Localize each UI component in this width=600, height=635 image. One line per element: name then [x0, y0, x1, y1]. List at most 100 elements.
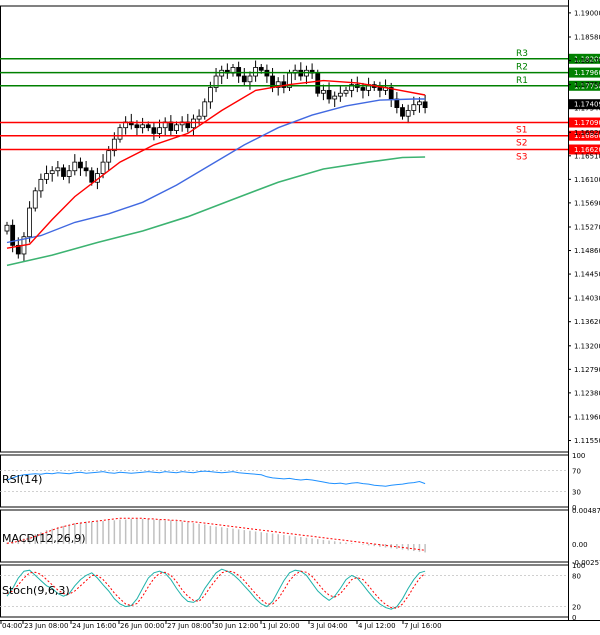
level-price-label: 1.16620 — [574, 146, 600, 154]
rsi-tick-label: 70 — [572, 468, 581, 476]
candle-body — [32, 190, 38, 209]
stoch-panel: Stoch(9,6,3) 100 80 20 0 — [0, 562, 585, 622]
candle-body — [349, 84, 355, 91]
candle-body — [417, 101, 422, 106]
rsi-panel: RSI(14) 100 70 30 0 — [0, 452, 585, 512]
time-tick-label: 4 Jul 12:00 — [358, 622, 396, 630]
macd-signal-line — [6, 517, 426, 551]
rsi-tick-label: 30 — [572, 488, 581, 496]
candle-body — [157, 127, 162, 134]
candle-body — [55, 167, 61, 172]
price-tick-label: 1.14450 — [574, 271, 600, 279]
candle-body — [332, 95, 338, 100]
candle-body — [151, 127, 157, 134]
price-tick-label: 1.18580 — [574, 33, 600, 41]
candle-body — [405, 110, 411, 117]
candle-body — [66, 170, 72, 177]
rsi-tick-label: 0 — [572, 504, 576, 512]
candle-body — [400, 107, 405, 117]
candle-body — [253, 67, 259, 77]
level-name-s2: S2 — [516, 139, 527, 149]
current-price-tag — [569, 99, 600, 110]
candle-body — [89, 170, 95, 183]
candle-body — [61, 167, 66, 177]
level-price-label: 1.16860 — [574, 132, 600, 140]
level-name-r2: R2 — [516, 63, 528, 73]
candle-body — [241, 75, 247, 83]
candle-body — [207, 87, 213, 103]
moving-averages — [6, 79, 426, 267]
time-tick-label: 7 Jul 16:00 — [404, 622, 442, 630]
price-tick-label: 1.18170 — [574, 57, 600, 65]
candle-body — [202, 101, 208, 117]
price-tick-label: 1.17750 — [574, 81, 600, 89]
time-tick-label: 3 Jul 04:00 — [310, 622, 348, 630]
candle-body — [315, 72, 321, 94]
level-price-tag — [569, 117, 600, 128]
rsi-title: RSI(14) — [2, 473, 42, 486]
stoch-tick-label: 100 — [572, 562, 585, 570]
price-tick-label: 1.16510 — [574, 152, 600, 160]
candle-body — [38, 178, 44, 192]
candle-body — [411, 104, 417, 111]
time-tick-label: 1 Jul 20:00 — [262, 622, 300, 630]
price-tick-label: 1.19000 — [574, 9, 600, 17]
stoch-tick-label: 80 — [572, 572, 581, 580]
candle-body — [174, 124, 179, 131]
candle-body — [117, 127, 123, 140]
time-tick-label: 26 Jun 00:00 — [120, 622, 164, 630]
candle-body — [100, 161, 106, 175]
level-price-tag — [569, 80, 600, 91]
current-price-label: 1.17409 — [574, 101, 600, 109]
level-name-r1: R1 — [516, 76, 528, 86]
candle-body — [106, 150, 112, 163]
level-price-tag — [569, 53, 600, 64]
grid-layer — [0, 0, 600, 621]
stoch-title: Stoch(9,6,3) — [2, 584, 70, 597]
macd-title: MACD(12,26,9) — [2, 532, 86, 545]
level-name-s3: S3 — [516, 153, 527, 163]
time-tick-label: 23 Jun 08:00 — [24, 622, 68, 630]
level-price-tag — [569, 130, 600, 141]
stoch-tick-label: 0 — [572, 614, 576, 622]
price-tick-label: 1.16920 — [574, 129, 600, 137]
candle-body — [4, 224, 10, 232]
candle-body — [236, 67, 242, 77]
price-panel — [4, 60, 428, 263]
rsi-tick-label: 100 — [572, 452, 585, 460]
price-tick-label: 1.13200 — [574, 342, 600, 350]
price-tick-label: 1.12380 — [574, 389, 600, 397]
price-tick-label: 1.12790 — [574, 366, 600, 374]
candle-body — [44, 173, 49, 180]
price-tick-label: 1.14030 — [574, 295, 600, 303]
price-tick-label: 1.16100 — [574, 176, 600, 184]
macd-panel: MACD(12,26,9) 0.00487 0.00 -0.002573 — [2, 507, 600, 567]
candle-body — [145, 124, 151, 129]
candle-body — [196, 115, 202, 120]
stoch-main-line — [6, 568, 426, 610]
level-price-label: 1.17960 — [574, 69, 600, 77]
candle-body — [49, 170, 55, 175]
stoch-tick-label: 20 — [572, 604, 581, 612]
level-price-label: 1.17730 — [574, 82, 600, 90]
sma-slow-line — [6, 156, 426, 267]
candle-body — [320, 89, 326, 94]
candle-body — [326, 89, 332, 100]
time-tick-label: 04:00 — [2, 622, 22, 630]
macd-tick-label: 0.00487 — [572, 507, 600, 515]
candle-body — [247, 75, 253, 83]
candle-body — [258, 67, 264, 71]
axes: 1.190001.185801.181701.177501.173401.169… — [0, 9, 600, 630]
price-tick-label: 1.15690 — [574, 199, 600, 207]
support-resistance-levels: R3 1.18200 R2 1.17960 R1 1.17730 S1 1.17090 S2 1.… — [0, 49, 600, 163]
candle-body — [388, 87, 394, 100]
candle-body — [10, 224, 16, 246]
macd-tick-label: 0.00 — [572, 541, 588, 549]
macd-tick-label: -0.002573 — [572, 559, 600, 567]
sma-mid-line — [6, 98, 426, 244]
candle-body — [140, 124, 146, 129]
price-tick-label: 1.14860 — [574, 247, 600, 255]
time-tick-label: 24 Jun 16:00 — [72, 622, 116, 630]
